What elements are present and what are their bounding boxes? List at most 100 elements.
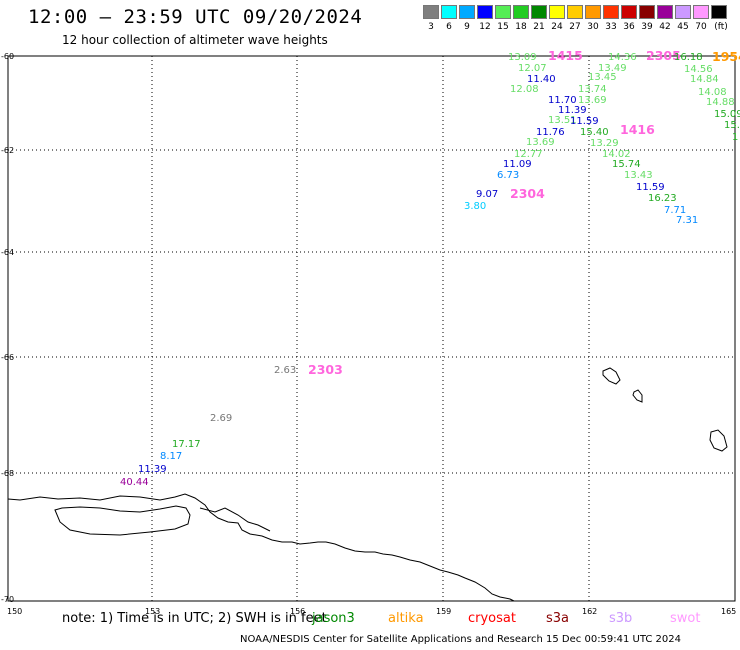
wave-height-label: 15.09 xyxy=(714,109,740,120)
wave-height-label: 2304 xyxy=(510,186,545,201)
wave-height-label: 2.63 xyxy=(274,365,296,376)
map-title: 12:00 – 23:59 UTC 09/20/2024 xyxy=(28,6,363,28)
coastline-bay xyxy=(199,507,271,532)
legend-label: 70 xyxy=(695,22,707,32)
wave-height-label: 13.69 xyxy=(526,137,555,148)
lat-tick-label: -60 xyxy=(1,52,14,61)
legend-swatch xyxy=(639,5,655,19)
wave-height-label: 1 xyxy=(732,132,738,143)
legend-label: 3 xyxy=(428,22,434,32)
wave-height-label: 13.09 xyxy=(508,52,537,63)
legend-swatch xyxy=(621,5,637,19)
credit-line: NOAA/NESDIS Center for Satellite Applica… xyxy=(240,634,682,645)
wave-height-label: 13.74 xyxy=(578,84,607,95)
legend-label: 12 xyxy=(479,22,491,32)
lon-tick-label: 165 xyxy=(721,607,736,616)
axis-tick-labels: 150 153 156 159 162 165 -60 -62 -64 -66 -68 -70 xyxy=(1,52,736,616)
satellite-label-altika: altika xyxy=(388,611,424,626)
satellite-label-s3a: s3a xyxy=(546,611,570,626)
wave-height-label: 1416 xyxy=(620,122,655,137)
lon-tick-label: 156 xyxy=(290,607,305,616)
lat-tick-label: -68 xyxy=(1,469,14,478)
legend-swatch xyxy=(711,5,727,19)
wave-height-label: 12.08 xyxy=(510,84,539,95)
wave-height-label: 1415 xyxy=(548,48,583,63)
legend-swatch xyxy=(675,5,691,19)
wave-height-label: 1954 xyxy=(712,49,740,64)
legend-label: 39 xyxy=(641,22,653,32)
wave-height-label: 15. xyxy=(724,120,740,131)
satellite-label-cryosat: cryosat xyxy=(468,611,516,626)
wave-height-label: 8.17 xyxy=(160,451,182,462)
satellite-label-jason3: jason3 xyxy=(312,611,355,626)
legend-swatch xyxy=(585,5,601,19)
wave-height-label: 14.02 xyxy=(602,149,631,160)
legend-swatch xyxy=(531,5,547,19)
legend-swatch xyxy=(603,5,619,19)
wave-height-label: 2305 xyxy=(646,48,681,63)
wave-height-label: 12.07 xyxy=(518,63,547,74)
legend-swatch xyxy=(423,5,439,19)
island-1 xyxy=(602,367,621,385)
wave-height-label: 11.40 xyxy=(527,74,556,85)
legend-swatch xyxy=(459,5,475,19)
wave-height-label: 2.69 xyxy=(210,413,232,424)
wave-height-label: 17.17 xyxy=(172,439,201,450)
wave-height-label: 3.80 xyxy=(464,201,486,212)
wave-height-label: 6.73 xyxy=(497,170,519,181)
island-2 xyxy=(632,389,643,403)
wave-height-label: 16.23 xyxy=(648,193,677,204)
lat-tick-label: -66 xyxy=(1,353,14,362)
lat-tick-label: -62 xyxy=(1,146,14,155)
legend-label: 6 xyxy=(446,22,452,32)
wave-height-label: 14.84 xyxy=(690,74,719,85)
legend-label: 30 xyxy=(587,22,599,32)
wave-height-label: 13.45 xyxy=(588,72,617,83)
legend-label: 24 xyxy=(551,22,563,32)
legend-label: 15 xyxy=(497,22,509,32)
wave-height-label: 12.77 xyxy=(514,149,543,160)
graticule xyxy=(8,56,735,601)
wave-height-label: 13.69 xyxy=(578,95,607,106)
lat-tick-label: -70 xyxy=(1,595,14,604)
wave-height-label: 11.39 xyxy=(558,105,587,116)
lon-tick-label: 153 xyxy=(145,607,160,616)
wave-height-label: 11.09 xyxy=(503,159,532,170)
wave-height-label: 11.70 xyxy=(548,95,577,106)
wave-height-label: 11.76 xyxy=(536,127,565,138)
legend-label: 21 xyxy=(533,22,545,32)
wave-height-label: 7.31 xyxy=(676,215,698,226)
legend-swatch xyxy=(657,5,673,19)
legend-label: 45 xyxy=(677,22,689,32)
wave-height-label: 16.18 xyxy=(674,52,703,63)
map-frame xyxy=(7,55,736,602)
wave-height-label: 15.74 xyxy=(612,159,641,170)
wave-height-label: 2303 xyxy=(308,362,343,377)
legend-label: 27 xyxy=(569,22,581,32)
legend-label: 9 xyxy=(464,22,470,32)
wave-height-label: 11.39 xyxy=(138,464,167,475)
legend-label: 18 xyxy=(515,22,527,32)
legend-swatch xyxy=(513,5,529,19)
wave-height-label: 11.59 xyxy=(570,116,599,127)
legend-label: (ft) xyxy=(714,22,728,32)
lon-tick-label: 150 xyxy=(7,607,22,616)
wave-height-label: 9.07 xyxy=(476,189,498,200)
legend-swatch xyxy=(495,5,511,19)
legend-label: 42 xyxy=(659,22,671,32)
map-subtitle: 12 hour collection of altimeter wave hei… xyxy=(62,33,328,47)
legend-swatch xyxy=(477,5,493,19)
wave-height-label: 13.29 xyxy=(590,138,619,149)
coastline-inlet xyxy=(54,505,191,536)
legend-swatch xyxy=(441,5,457,19)
coastline xyxy=(7,493,515,602)
legend-label: 36 xyxy=(623,22,635,32)
wave-height-label: 14.36 xyxy=(608,52,637,63)
legend-swatch xyxy=(549,5,565,19)
lon-tick-label: 162 xyxy=(582,607,597,616)
island-3 xyxy=(709,429,728,452)
wave-height-label: 40.44 xyxy=(120,477,149,488)
